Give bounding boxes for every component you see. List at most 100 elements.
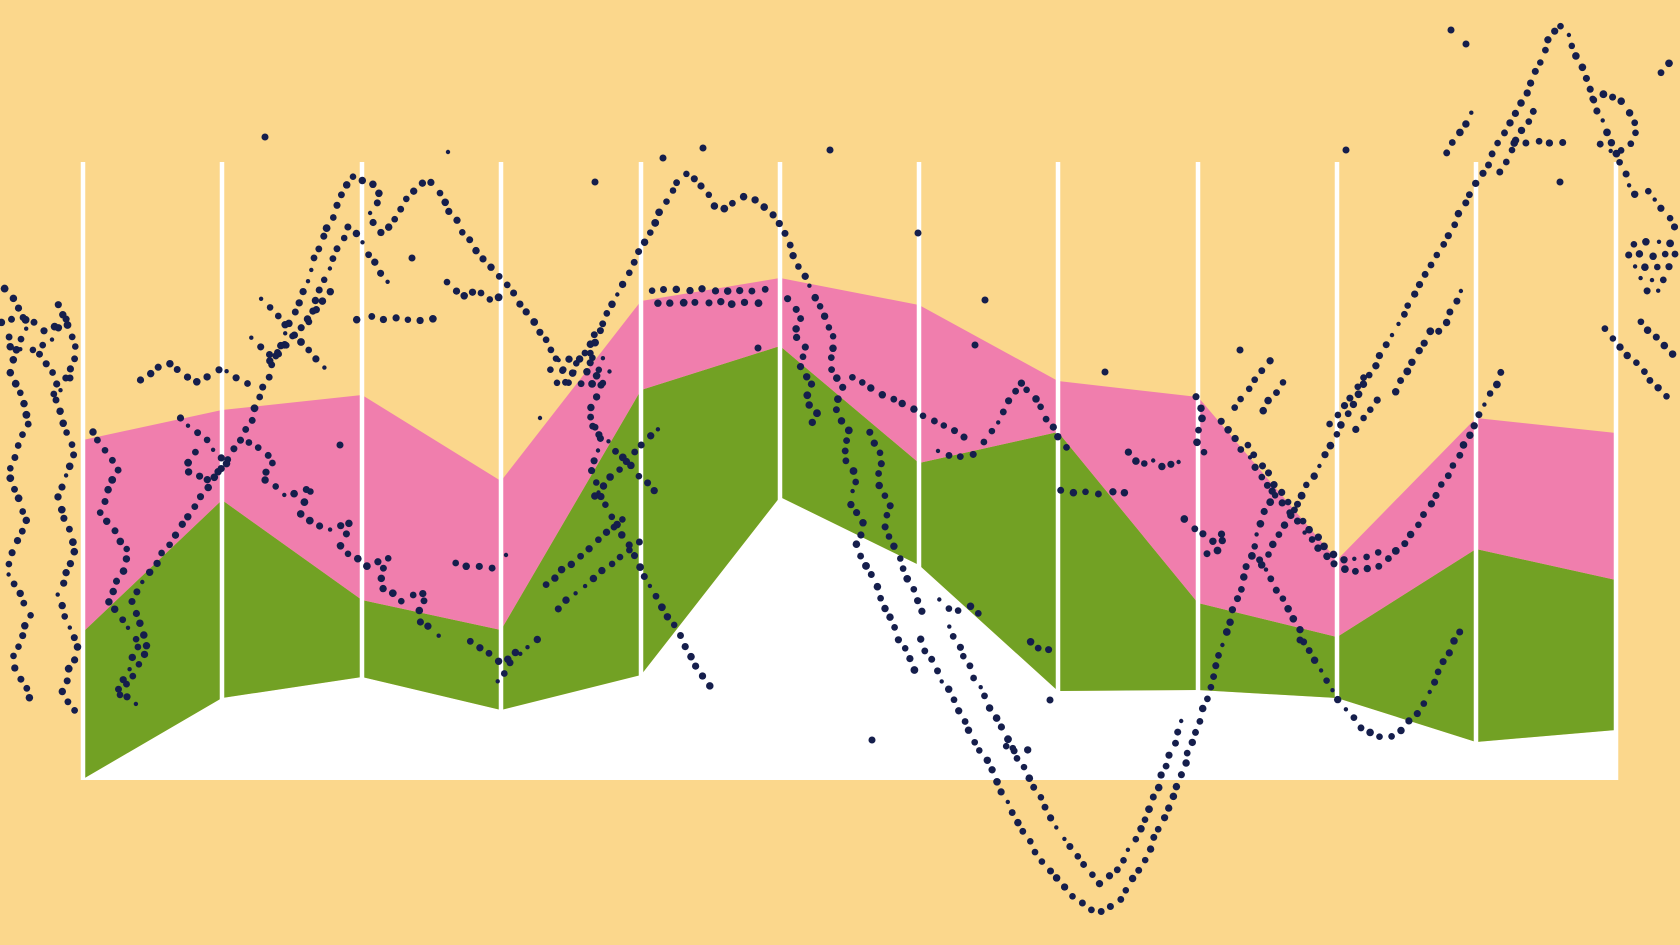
trail-dot <box>1195 426 1202 434</box>
trail-dot <box>587 413 595 421</box>
trail-dot <box>419 589 427 598</box>
trail-dot <box>62 569 70 577</box>
trail-dot <box>191 503 199 511</box>
trail-dot <box>961 718 969 725</box>
trail-dot <box>1251 463 1259 471</box>
trail-dot <box>877 460 885 468</box>
gridline <box>638 162 644 780</box>
trail-dot <box>1020 763 1028 771</box>
trail-dot <box>1158 462 1166 471</box>
trail-dot <box>17 675 25 683</box>
trail-dot <box>53 380 61 388</box>
trail-dot <box>1641 263 1649 272</box>
trail-dot <box>1330 560 1338 568</box>
trail-dot <box>588 380 596 388</box>
trail-dot <box>242 425 250 433</box>
trail-dot <box>802 373 811 381</box>
trail-dot <box>1296 636 1304 644</box>
trail-dot <box>176 414 185 422</box>
trail-dot <box>1444 232 1452 240</box>
trail-dot <box>1209 537 1217 546</box>
trail-dot <box>868 736 876 744</box>
trail-dot <box>903 574 912 583</box>
trail-dot <box>0 318 6 327</box>
trail-dot <box>1663 392 1670 400</box>
trail-dot <box>1198 414 1206 423</box>
trail-dot <box>416 618 424 626</box>
trail-dot <box>392 314 400 322</box>
trail-dot <box>261 476 269 484</box>
trail-dot <box>573 360 580 367</box>
trail-dot <box>825 324 833 331</box>
trail-dot <box>466 637 474 645</box>
trail-dot <box>930 417 938 425</box>
trail-dot <box>184 513 192 521</box>
trail-dot <box>796 362 805 371</box>
trail-dot <box>327 266 333 271</box>
trail-dot <box>598 566 606 575</box>
trail-dot <box>1420 700 1428 707</box>
trail-dot <box>1240 573 1248 581</box>
trail-dot <box>510 289 518 297</box>
trail-dot <box>70 656 79 664</box>
trail-dot <box>1535 137 1543 145</box>
trail-dot <box>1106 902 1114 911</box>
trail-dot <box>178 520 186 528</box>
trail-dot <box>1652 197 1657 202</box>
trail-dot <box>683 170 690 178</box>
trail-dot <box>108 476 117 484</box>
trail-dot <box>1293 500 1302 508</box>
trail-dot <box>1151 458 1156 463</box>
trail-dot <box>1279 595 1287 602</box>
trail-dot <box>935 448 941 454</box>
trail-dot <box>618 280 627 289</box>
trail-dot <box>988 766 996 774</box>
trail-dot <box>1330 688 1335 693</box>
trail-dot <box>368 312 376 320</box>
trail-dot <box>61 613 69 620</box>
trail-dot <box>21 622 29 630</box>
trail-dot <box>1454 209 1463 218</box>
trail-dot <box>655 427 661 432</box>
trail-dot <box>1137 825 1145 833</box>
trail-dot <box>1349 400 1358 409</box>
trail-dot <box>595 536 602 544</box>
trail-dot <box>1314 533 1323 541</box>
trail-dot <box>102 517 111 526</box>
trail-dot <box>1272 586 1280 594</box>
trail-dot <box>618 531 626 539</box>
trail-dot <box>608 560 616 568</box>
trail-dot <box>344 550 352 558</box>
trail-dot <box>1310 472 1318 480</box>
trail-dot <box>16 589 24 598</box>
trail-dot <box>663 613 672 621</box>
trail-dot <box>1165 751 1173 759</box>
trail-dot <box>119 567 128 575</box>
trail-dot <box>1375 562 1383 570</box>
trail-dot <box>360 240 365 245</box>
trail-dot <box>577 380 585 388</box>
trail-dot <box>797 315 805 323</box>
trail-dot <box>1342 146 1350 154</box>
trail-dot <box>1094 490 1102 498</box>
trail-dot <box>691 298 699 306</box>
trail-dot <box>272 483 280 490</box>
gridline <box>498 162 504 780</box>
trail-dot <box>128 653 136 662</box>
trail-dot <box>996 420 1001 425</box>
trail-dot <box>1259 406 1267 415</box>
trail-dot <box>1120 488 1129 497</box>
trail-dot <box>1432 491 1440 500</box>
trail-dot <box>775 219 783 228</box>
trail-dot <box>1226 618 1234 626</box>
trail-dot <box>597 492 605 501</box>
trail-dot <box>837 417 846 425</box>
trail-dot <box>318 297 327 305</box>
trail-dot <box>39 341 47 349</box>
trail-dot <box>322 224 331 233</box>
trail-dot <box>1251 376 1259 384</box>
trail-dot <box>145 568 154 577</box>
trail-dot <box>1165 804 1173 812</box>
trail-dot <box>259 383 267 391</box>
trail-dot <box>6 464 14 472</box>
